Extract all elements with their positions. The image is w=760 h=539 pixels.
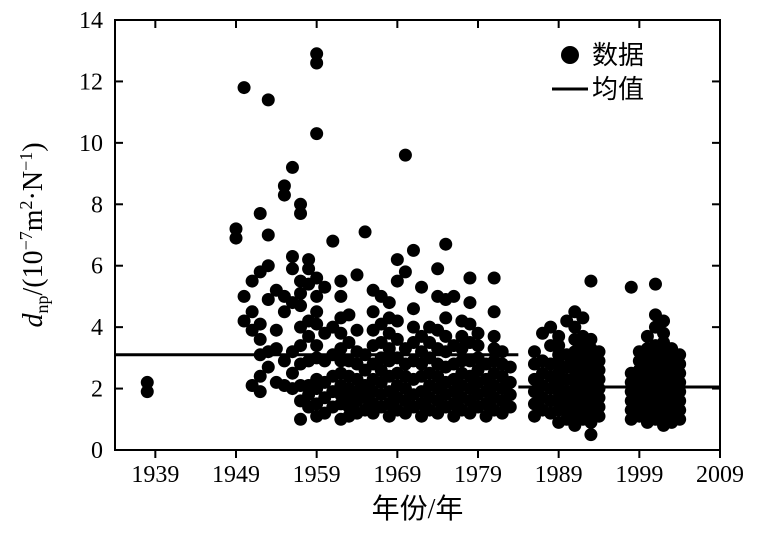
data-point: [488, 305, 501, 318]
x-tick-label: 2009: [696, 462, 744, 488]
data-point: [254, 333, 267, 346]
y-axis-title: dnp/(10−7m2·N−1): [16, 142, 52, 327]
data-point: [584, 428, 597, 441]
data-point: [439, 238, 452, 251]
data-point: [657, 327, 670, 340]
data-point: [238, 290, 251, 303]
data-point: [310, 305, 323, 318]
data-point: [294, 299, 307, 312]
data-point: [447, 290, 460, 303]
data-point: [254, 318, 267, 331]
data-point: [496, 345, 509, 358]
data-point: [472, 339, 485, 352]
data-point: [657, 315, 670, 328]
data-point: [310, 127, 323, 140]
data-point: [673, 348, 686, 361]
data-point: [625, 281, 638, 294]
data-point: [246, 305, 259, 318]
y-tick-label: 8: [91, 192, 103, 218]
y-tick-label: 2: [91, 377, 103, 403]
data-point: [463, 296, 476, 309]
data-point: [262, 259, 275, 272]
y-tick-label: 0: [91, 438, 103, 464]
data-point: [351, 268, 364, 281]
x-tick-label: 1979: [454, 462, 502, 488]
data-point: [504, 388, 517, 401]
data-point: [286, 161, 299, 174]
data-point: [584, 333, 597, 346]
x-tick-label: 1939: [131, 462, 179, 488]
scatter-chart: 1939 1949 1959 1969 1979 1989 1999 2009 0 2 4 6 8 10 1…: [0, 0, 760, 539]
data-point: [391, 253, 404, 266]
data-point: [278, 179, 291, 192]
data-point: [141, 376, 154, 389]
legend-label: 数据: [592, 41, 644, 70]
data-point: [254, 385, 267, 398]
data-point: [359, 225, 372, 238]
y-tick-label: 10: [79, 131, 103, 157]
x-tick-label: 1999: [615, 462, 663, 488]
data-point: [286, 262, 299, 275]
data-point: [407, 302, 420, 315]
data-point: [472, 327, 485, 340]
data-point: [552, 330, 565, 343]
data-point: [294, 413, 307, 426]
legend-marker-icon: [561, 46, 579, 64]
data-point: [310, 339, 323, 352]
x-axis-title: 年份/年: [372, 493, 464, 525]
data-point: [407, 244, 420, 257]
data-point: [294, 198, 307, 211]
data-point: [399, 149, 412, 162]
data-point: [367, 305, 380, 318]
y-tick-label: 14: [79, 8, 103, 34]
data-point: [334, 275, 347, 288]
data-point: [504, 401, 517, 414]
data-point: [488, 272, 501, 285]
y-tick-label: 12: [79, 69, 103, 95]
data-point: [415, 281, 428, 294]
data-point: [649, 278, 662, 291]
data-point: [334, 290, 347, 303]
data-point: [504, 376, 517, 389]
legend-label: 均值: [592, 75, 644, 104]
x-tick-label: 1949: [212, 462, 260, 488]
data-point: [270, 342, 283, 355]
x-tick-label: 1989: [535, 462, 583, 488]
data-point: [262, 361, 275, 374]
data-point: [463, 272, 476, 285]
data-point: [342, 308, 355, 321]
data-point: [238, 81, 251, 94]
chart-svg: 1939 1949 1959 1969 1979 1989 1999 2009 0 2 4 6 8 10 1…: [0, 0, 760, 539]
x-tick-label: 1969: [373, 462, 421, 488]
x-tick-label: 1959: [293, 462, 341, 488]
data-point: [262, 229, 275, 242]
data-point: [488, 330, 501, 343]
data-point: [593, 345, 606, 358]
data-point: [576, 311, 589, 324]
y-tick-label: 4: [91, 315, 103, 341]
data-point: [431, 262, 444, 275]
data-point: [504, 361, 517, 374]
data-point: [310, 47, 323, 60]
data-point: [254, 207, 267, 220]
data-point: [439, 311, 452, 324]
data-point: [302, 253, 315, 266]
data-point: [318, 281, 331, 294]
data-point: [383, 296, 396, 309]
data-point: [326, 235, 339, 248]
data-point: [270, 324, 283, 337]
data-point: [391, 315, 404, 328]
data-point: [230, 222, 243, 235]
y-tick-label: 6: [91, 254, 103, 280]
data-point: [351, 324, 364, 337]
data-point: [584, 275, 597, 288]
data-point: [286, 250, 299, 263]
data-point: [399, 265, 412, 278]
data-point: [262, 93, 275, 106]
